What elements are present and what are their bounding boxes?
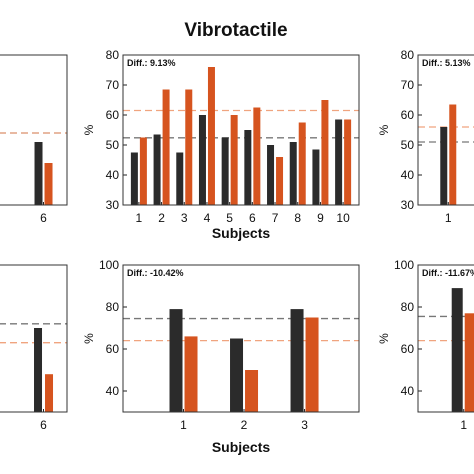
y-tick-label: 80 <box>401 300 415 314</box>
bar-dark <box>440 127 448 205</box>
bar-dark <box>169 309 183 412</box>
bar-dark <box>244 130 252 205</box>
x-tick-label: 6 <box>40 418 47 432</box>
bar-orange <box>207 67 215 205</box>
bar-orange <box>298 122 306 205</box>
x-tick-label: 1 <box>136 211 143 225</box>
x-axis-label: Subjects <box>212 439 271 455</box>
x-axis-label: Subjects <box>212 225 271 241</box>
bar-dark <box>198 115 206 205</box>
axes-box <box>122 54 360 206</box>
axes-box <box>417 264 474 413</box>
bar-orange <box>449 104 457 205</box>
y-tick-label: 60 <box>106 108 120 122</box>
y-tick-label: 100 <box>99 258 119 272</box>
y-tick-label: 60 <box>401 342 415 356</box>
y-tick-label: 50 <box>401 138 415 152</box>
x-tick-label: 2 <box>241 418 248 432</box>
chart-panel-top-left-partial: 6 <box>0 54 68 225</box>
diff-annotation: Diff.: 5.13% <box>422 58 471 68</box>
bar-dark <box>34 328 43 412</box>
x-tick-label: 6 <box>249 211 256 225</box>
x-tick-label: 1 <box>180 418 187 432</box>
chart-panel-bottom-center: 1 2 3 40 60 80 100 Diff.: -10.42%% Subjects <box>82 258 360 455</box>
y-tick-label: 50 <box>106 138 120 152</box>
bar-orange <box>344 119 352 205</box>
x-tick-label: 7 <box>272 211 279 225</box>
x-tick-label: 1 <box>460 418 467 432</box>
x-tick-label: 1 <box>445 211 452 225</box>
y-axis-label: % <box>377 333 391 344</box>
x-tick-label: 5 <box>226 211 233 225</box>
bar-dark <box>176 152 184 205</box>
y-tick-label: 40 <box>106 168 120 182</box>
x-tick-label: 8 <box>294 211 301 225</box>
y-axis-label: % <box>377 124 391 135</box>
bar-dark <box>451 288 463 412</box>
chart-panel-top-right-partial: 12304050607080Diff.: 5.13%% <box>377 48 474 225</box>
y-tick-label: 80 <box>106 300 120 314</box>
axes-box <box>0 264 68 413</box>
y-tick-label: 40 <box>401 384 415 398</box>
y-axis-label: % <box>82 124 96 135</box>
bar-orange <box>253 107 261 205</box>
bar-orange <box>321 100 329 205</box>
x-tick-label: 4 <box>204 211 211 225</box>
y-tick-label: 70 <box>401 78 415 92</box>
y-tick-label: 30 <box>401 198 415 212</box>
diff-annotation: Diff.: 9.13% <box>127 58 176 68</box>
bar-dark <box>221 137 229 205</box>
bar-dark <box>230 338 244 412</box>
y-tick-label: 100 <box>394 258 414 272</box>
bar-dark <box>153 134 161 205</box>
bar-orange <box>230 115 238 205</box>
x-tick-label: 3 <box>181 211 188 225</box>
bar-orange <box>162 89 170 205</box>
y-tick-label: 60 <box>401 108 415 122</box>
axes-box <box>417 54 474 206</box>
bar-orange <box>464 313 474 412</box>
bar-dark <box>34 142 43 205</box>
chart-panel-bottom-left-partial: 6 <box>0 264 68 432</box>
y-tick-label: 80 <box>401 48 415 62</box>
figure-title: Vibrotactile <box>184 20 287 41</box>
x-tick-label: 10 <box>336 211 350 225</box>
bar-dark <box>130 152 138 205</box>
bar-dark <box>289 142 297 205</box>
diff-annotation: Diff.: -11.67% <box>422 268 474 278</box>
bar-dark <box>335 119 343 205</box>
bar-dark <box>267 145 275 205</box>
diff-annotation: Diff.: -10.42% <box>127 268 184 278</box>
axes-box <box>0 54 68 206</box>
bar-orange <box>45 374 54 412</box>
bar-orange <box>185 89 193 205</box>
x-tick-label: 9 <box>317 211 324 225</box>
bar-orange <box>139 137 147 205</box>
chart-panel-top-center: 1 2 3 4 5 6 7 8 9 10 30 40 50 60 70 80 Diff.: 9.13%% Subj… <box>82 48 360 241</box>
bar-orange <box>276 157 284 205</box>
y-tick-label: 40 <box>401 168 415 182</box>
bar-orange <box>305 317 319 412</box>
bar-orange <box>44 163 53 205</box>
y-tick-label: 60 <box>106 342 120 356</box>
axes-box <box>122 264 360 413</box>
chart-panel-bottom-right-partial: 1 40 60 80 100 Diff.: -11.67%% <box>377 258 474 432</box>
bar-orange <box>184 336 198 412</box>
y-tick-label: 30 <box>106 198 120 212</box>
x-tick-label: 3 <box>301 418 308 432</box>
y-tick-label: 80 <box>106 48 120 62</box>
bar-dark <box>312 149 320 205</box>
y-tick-label: 40 <box>106 384 120 398</box>
bar-orange <box>245 370 259 412</box>
x-tick-label: 6 <box>40 211 47 225</box>
y-axis-label: % <box>82 333 96 344</box>
bar-dark <box>290 309 304 412</box>
x-tick-label: 2 <box>158 211 165 225</box>
y-tick-label: 70 <box>106 78 120 92</box>
